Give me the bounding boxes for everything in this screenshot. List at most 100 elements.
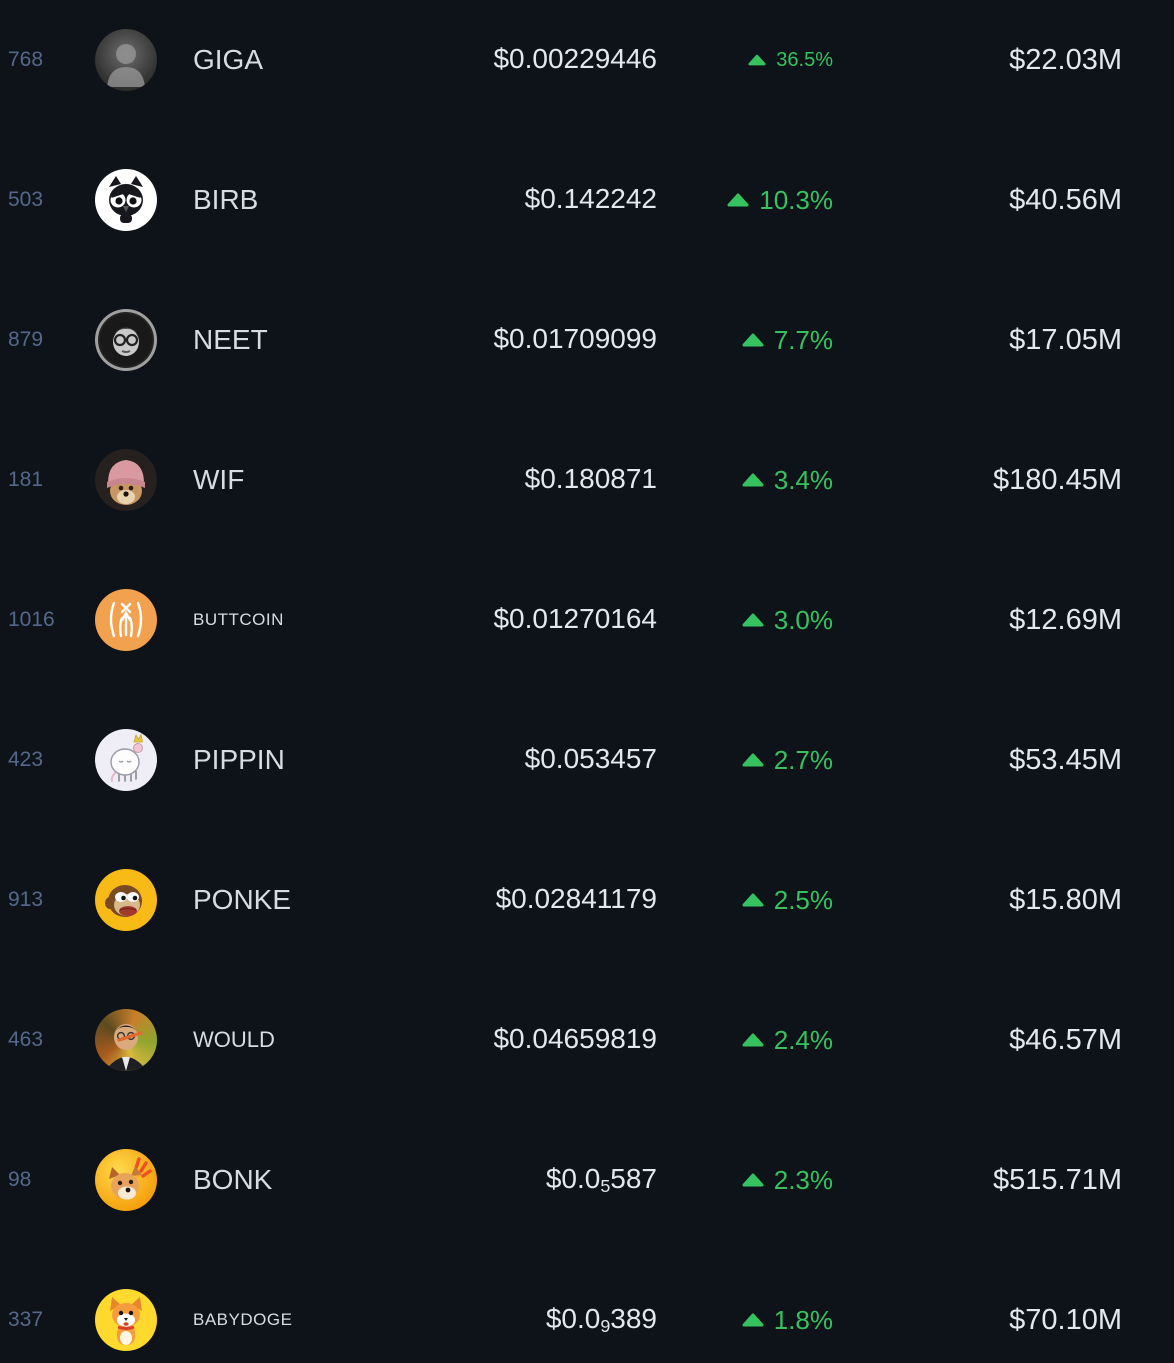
token-row[interactable]: 423 PIPPIN $0.053457 2.7% $53.45M — [0, 690, 1174, 830]
price-change: 2.7% — [657, 745, 833, 776]
neet-face-icon — [95, 309, 157, 371]
price-text: $0.0 — [545, 1163, 601, 1195]
bonk-shiba-icon — [95, 1149, 157, 1211]
token-row[interactable]: 503 BIRB $0.142242 10.3% $40.56M — [0, 130, 1174, 270]
change-percent: 2.4% — [773, 1024, 833, 1055]
up-triangle-icon — [742, 1033, 764, 1047]
price-change: 36.5% — [657, 49, 833, 72]
market-cap: $180.45M — [993, 463, 1122, 496]
price-text: $0.142242 — [524, 183, 657, 215]
change-percent: 3.4% — [773, 464, 833, 495]
price-change: 3.4% — [657, 465, 833, 496]
up-triangle-icon — [742, 1313, 764, 1327]
rank: 1016 — [8, 608, 55, 631]
token-price: $0.053457 — [427, 743, 657, 777]
market-cap: $70.10M — [1009, 1303, 1122, 1336]
token-symbol: WOULD — [193, 1027, 275, 1052]
up-triangle-icon — [742, 1173, 764, 1187]
rank: 503 — [8, 188, 44, 211]
price-text: $0.04659819 — [493, 1023, 657, 1055]
token-symbol: BABYDOGE — [193, 1310, 293, 1329]
price-change: 2.4% — [657, 1025, 833, 1056]
token-symbol: PIPPIN — [193, 744, 285, 775]
price-text: $0.180871 — [524, 463, 657, 495]
wif-dog-hat-icon — [95, 449, 157, 511]
price-change: 1.8% — [657, 1305, 833, 1336]
market-cap: $515.71M — [993, 1163, 1122, 1196]
token-price: $0.04659819 — [427, 1023, 657, 1057]
change-percent: 2.3% — [773, 1164, 833, 1195]
rank: 913 — [8, 888, 44, 911]
token-price: $0.09389 — [427, 1303, 657, 1337]
token-price: $0.05587 — [427, 1163, 657, 1197]
price-change: 10.3% — [657, 185, 833, 216]
price-tail: 389 — [610, 1303, 657, 1335]
change-percent: 7.7% — [773, 324, 833, 355]
change-percent: 2.5% — [773, 884, 833, 915]
change-percent: 2.7% — [773, 744, 833, 775]
giga-portrait-icon — [95, 29, 157, 91]
token-symbol: BIRB — [193, 184, 259, 215]
change-percent: 1.8% — [773, 1304, 833, 1335]
token-price: $0.142242 — [427, 183, 657, 217]
price-subscript: 9 — [600, 1315, 611, 1336]
price-change: 3.0% — [657, 605, 833, 636]
market-cap: $17.05M — [1009, 323, 1122, 356]
token-row[interactable]: 879 NEET $0.01709099 7.7% $17.05M — [0, 270, 1174, 410]
up-triangle-icon — [742, 753, 764, 767]
token-row[interactable]: 337 BABYDOGE $0.09389 1.8% $70.10M — [0, 1250, 1174, 1363]
token-row[interactable]: 98 BONK $0.05587 2.3% $515.71M — [0, 1110, 1174, 1250]
change-percent: 3.0% — [773, 604, 833, 635]
token-symbol: BONK — [193, 1164, 273, 1195]
price-tail: 587 — [610, 1163, 657, 1195]
rank: 768 — [8, 48, 44, 71]
token-price: $0.01709099 — [427, 323, 657, 357]
price-text: $0.053457 — [524, 743, 657, 775]
price-text: $0.00229446 — [493, 43, 657, 75]
rank: 423 — [8, 748, 44, 771]
token-row[interactable]: 463 WOULD $0.04659819 2.4% $46.57M — [0, 970, 1174, 1110]
price-subscript: 5 — [600, 1175, 611, 1196]
market-cap: $12.69M — [1009, 603, 1122, 636]
rank: 98 — [8, 1168, 32, 1191]
price-change: 2.3% — [657, 1165, 833, 1196]
token-price: $0.180871 — [427, 463, 657, 497]
up-triangle-icon — [742, 473, 764, 487]
price-change: 2.5% — [657, 885, 833, 916]
up-triangle-icon — [742, 893, 764, 907]
token-row[interactable]: 768 GIGA $0.00229446 36.5% $22.03M — [0, 0, 1174, 130]
market-cap: $22.03M — [1009, 43, 1122, 76]
market-cap: $15.80M — [1009, 883, 1122, 916]
token-symbol: BUTTCOIN — [193, 610, 284, 629]
buttcoin-icon — [95, 589, 157, 651]
token-row[interactable]: 181 WIF $0.180871 3.4% $180.45M — [0, 410, 1174, 550]
change-percent: 36.5% — [776, 48, 833, 71]
rank: 463 — [8, 1028, 44, 1051]
price-change: 7.7% — [657, 325, 833, 356]
token-symbol: GIGA — [193, 44, 264, 75]
change-percent: 10.3% — [759, 184, 833, 215]
up-triangle-icon — [727, 193, 749, 207]
price-text: $0.01270164 — [493, 603, 657, 635]
birb-owl-icon — [95, 169, 157, 231]
would-man-icon — [95, 1009, 157, 1071]
market-cap: $46.57M — [1009, 1023, 1122, 1056]
token-price: $0.02841179 — [427, 883, 657, 917]
rank: 879 — [8, 328, 44, 351]
babydoge-puppy-icon — [95, 1289, 157, 1351]
up-triangle-icon — [748, 54, 766, 66]
price-text: $0.0 — [545, 1303, 601, 1335]
rank: 181 — [8, 468, 44, 491]
price-text: $0.01709099 — [493, 323, 657, 355]
token-row[interactable]: 913 PONKE $0.02841179 2.5% $15.80M — [0, 830, 1174, 970]
up-triangle-icon — [742, 333, 764, 347]
token-row[interactable]: 1016 BUTTCOIN $0.01270164 3.0% $12.69M — [0, 550, 1174, 690]
token-symbol: NEET — [193, 324, 268, 355]
token-price: $0.01270164 — [427, 603, 657, 637]
market-cap: $53.45M — [1009, 743, 1122, 776]
token-symbol: WIF — [193, 464, 245, 495]
token-price: $0.00229446 — [427, 43, 657, 77]
rank: 337 — [8, 1308, 44, 1331]
